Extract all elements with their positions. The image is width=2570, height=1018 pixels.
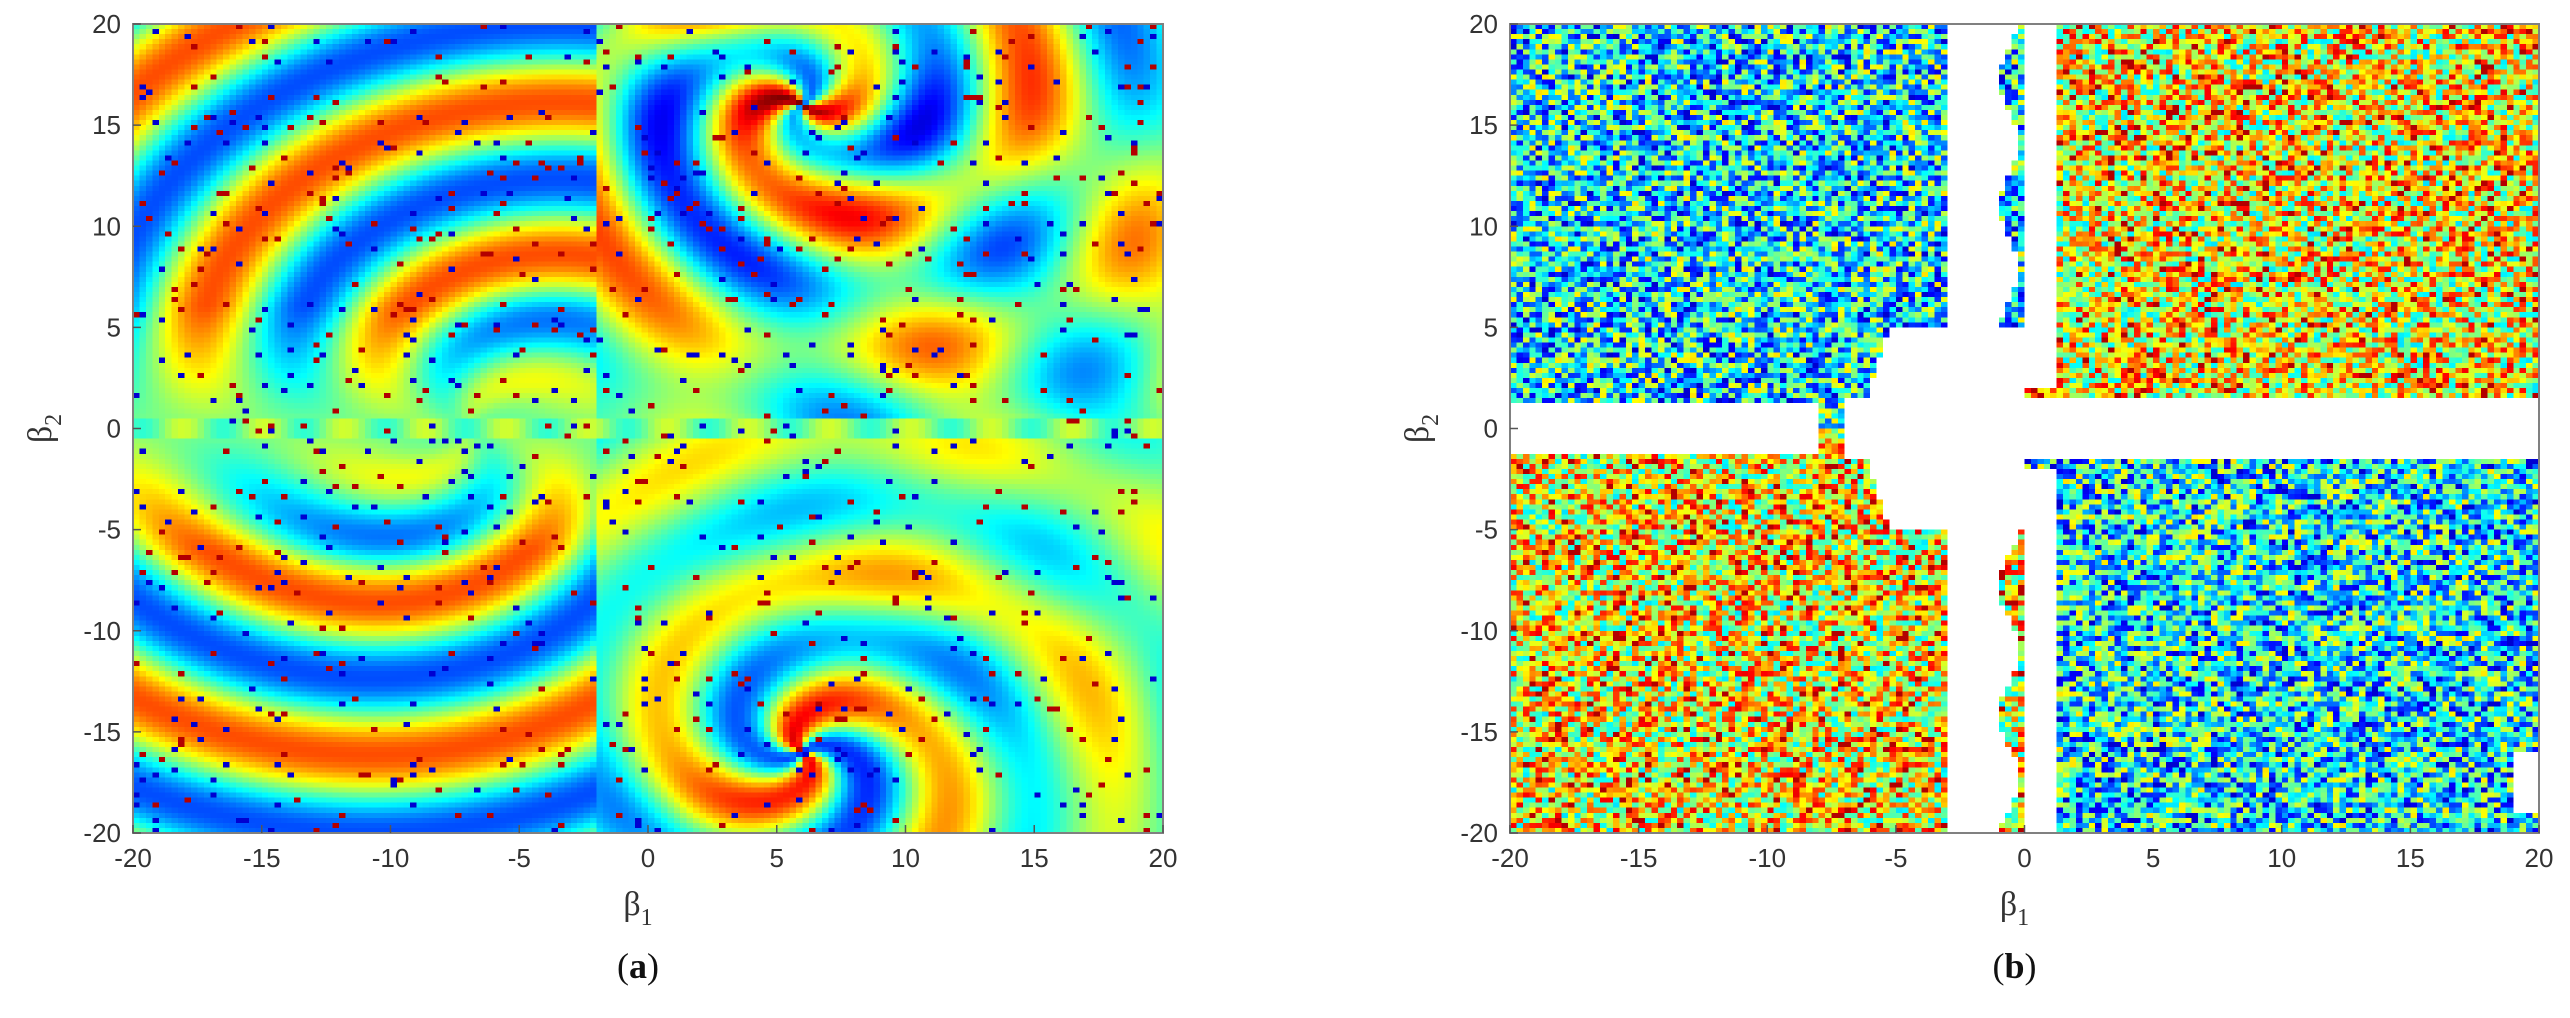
panel-label: (b) — [1992, 946, 2036, 986]
y-tick-label: 10 — [92, 211, 121, 241]
x-tick-label: -10 — [1748, 843, 1786, 873]
y-tick-label: 5 — [107, 312, 121, 342]
panel-b: -20 -15 -10 -5 0 5 10 15 20 -20 -15 -10 -5 0 5 10 15 20 β1… — [1285, 0, 2570, 1018]
x-tick-label: 15 — [2396, 843, 2425, 873]
y-tick-label: 15 — [1469, 110, 1498, 140]
x-tick-label: -10 — [372, 843, 410, 873]
panel-label: (a) — [617, 946, 659, 986]
heatmap-a: -20 -15 -10 -5 0 5 10 15 20 -20 -15 -10 -5 0 5 10 15 20 β1… — [22, 9, 1178, 986]
y-tick-label: -15 — [83, 717, 121, 747]
y-tick-label: 20 — [1469, 9, 1498, 39]
y-tick-label: -20 — [1460, 818, 1498, 848]
heatmap-b: -20 -15 -10 -5 0 5 10 15 20 -20 -15 -10 -5 0 5 10 15 20 β1… — [1399, 9, 2554, 986]
x-tick-label: 20 — [2525, 843, 2554, 873]
panel-a: -20 -15 -10 -5 0 5 10 15 20 -20 -15 -10 -5 0 5 10 15 20 β1… — [22, 9, 1178, 986]
x-tick-label: -20 — [114, 843, 152, 873]
y-tick-label: 0 — [1484, 414, 1498, 444]
y-tick-label: -5 — [1475, 515, 1498, 545]
y-tick-label: 10 — [1469, 211, 1498, 241]
x-tick-label: 10 — [891, 843, 920, 873]
x-axis-label: β1 — [623, 886, 652, 931]
y-axis-label: β2 — [22, 414, 67, 443]
y-tick-label: 15 — [92, 110, 121, 140]
y-tick-label: 0 — [107, 414, 121, 444]
x-tick-label: -15 — [1620, 843, 1658, 873]
x-tick-label: 15 — [1020, 843, 1049, 873]
x-tick-label: -5 — [1884, 843, 1907, 873]
x-tick-label: 0 — [2017, 843, 2031, 873]
heatmap-image — [133, 24, 1163, 833]
x-tick-label: -20 — [1491, 843, 1529, 873]
x-tick-label: -15 — [243, 843, 281, 873]
x-tick-label: 5 — [2146, 843, 2160, 873]
x-tick-label: 5 — [770, 843, 784, 873]
y-tick-label: -10 — [83, 616, 121, 646]
y-tick-label: -20 — [83, 818, 121, 848]
x-tick-label: 20 — [1149, 843, 1178, 873]
y-tick-label: 20 — [92, 9, 121, 39]
y-tick-label: -5 — [98, 515, 121, 545]
x-tick-label: 10 — [2267, 843, 2296, 873]
x-tick-label: -5 — [508, 843, 531, 873]
y-tick-label: 5 — [1484, 312, 1498, 342]
y-axis-label: β2 — [1399, 414, 1444, 443]
x-tick-label: 0 — [641, 843, 655, 873]
heatmap-image — [1510, 24, 2539, 833]
y-tick-label: -10 — [1460, 616, 1498, 646]
x-axis-label: β1 — [2000, 886, 2029, 931]
y-tick-label: -15 — [1460, 717, 1498, 747]
